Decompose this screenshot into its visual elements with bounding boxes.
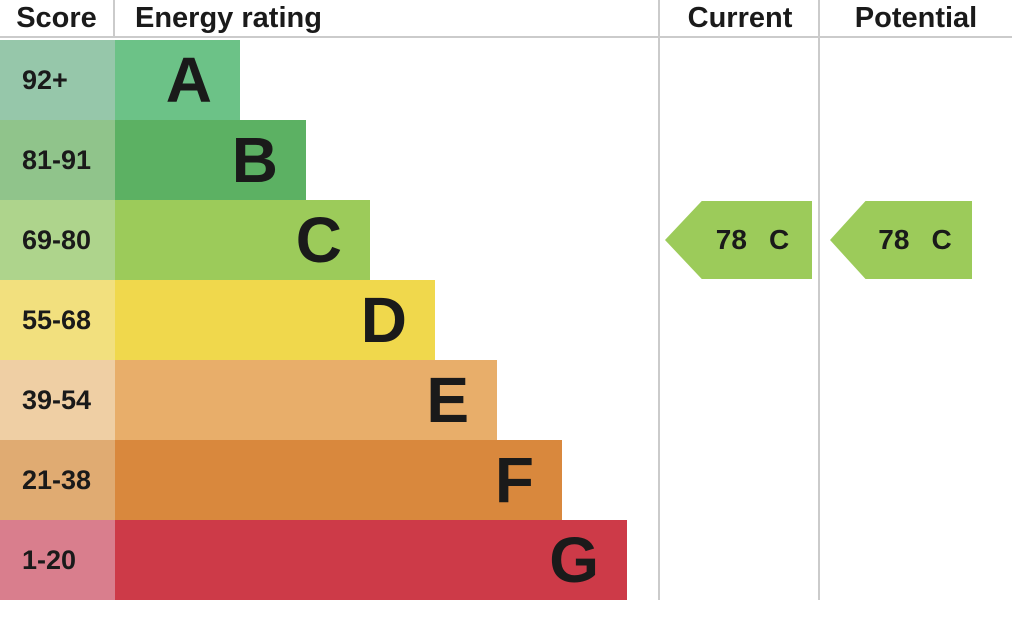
- current-rating-value: 78: [715, 224, 747, 255]
- rating-row-c: 69-80 C: [0, 200, 627, 280]
- score-cell: 39-54: [0, 360, 115, 440]
- score-cell: 55-68: [0, 280, 115, 360]
- score-column-header: Score: [0, 0, 115, 36]
- rating-row-e: 39-54 E: [0, 360, 627, 440]
- score-cell: 21-38: [0, 440, 115, 520]
- rating-row-g: 1-20 G: [0, 520, 627, 600]
- rating-row-b: 81-91 B: [0, 120, 627, 200]
- rating-row-d: 55-68 D: [0, 280, 627, 360]
- column-divider-current: [658, 0, 660, 600]
- current-column-header: Current: [687, 1, 793, 34]
- score-cell: 1-20: [0, 520, 115, 600]
- column-divider-potential: [818, 0, 820, 600]
- score-cell: 81-91: [0, 120, 115, 200]
- chart-header-row: Score Energy rating Current Potential: [0, 0, 1012, 38]
- rating-bar: G: [115, 520, 627, 600]
- potential-rating-arrow: 78 C: [830, 201, 972, 279]
- rating-row-f: 21-38 F: [0, 440, 627, 520]
- rating-bands: 92+ A 81-91 B 69-80 C 55-68 D 39-54 E 21…: [0, 40, 627, 600]
- potential-column-header: Potential: [854, 1, 978, 34]
- rating-bar: D: [115, 280, 435, 360]
- energy-rating-column-header: Energy rating: [135, 1, 322, 34]
- rating-bar: C: [115, 200, 370, 280]
- score-cell: 92+: [0, 40, 115, 120]
- score-cell: 69-80: [0, 200, 115, 280]
- current-rating-letter: C: [768, 224, 790, 255]
- rating-bar: A: [115, 40, 240, 120]
- rating-bar: E: [115, 360, 497, 440]
- rating-row-a: 92+ A: [0, 40, 627, 120]
- current-rating-arrow: 78 C: [665, 201, 812, 279]
- potential-rating-value: 78: [878, 224, 910, 255]
- potential-rating-letter: C: [931, 224, 952, 255]
- rating-bar: B: [115, 120, 306, 200]
- rating-bar: F: [115, 440, 562, 520]
